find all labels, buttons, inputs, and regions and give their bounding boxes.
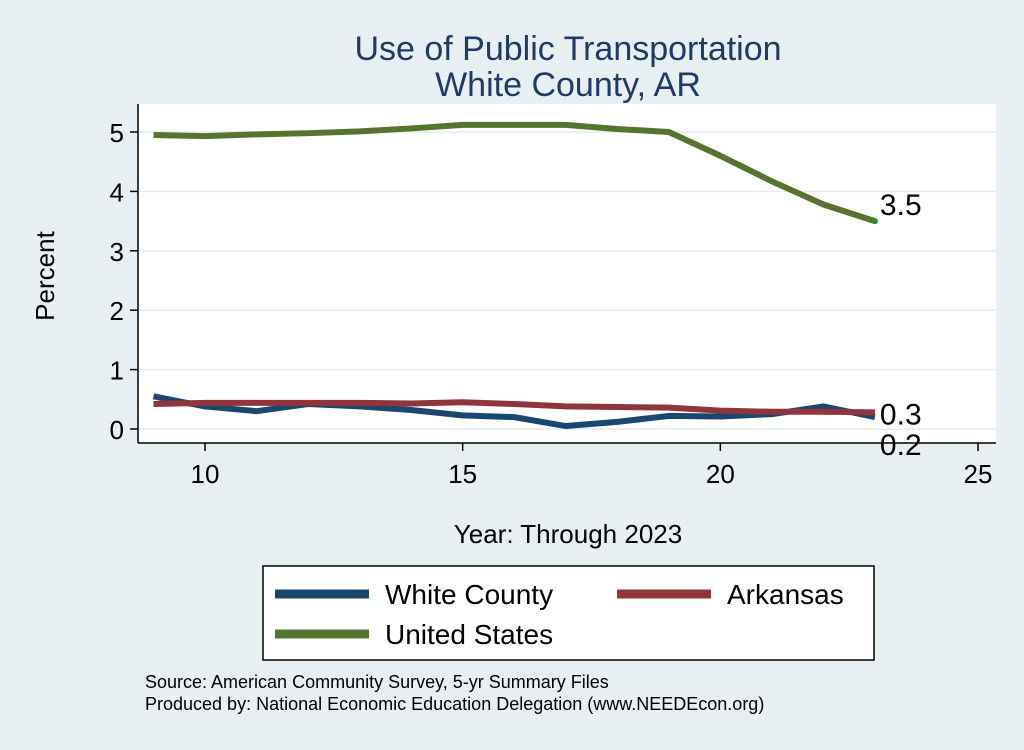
series-line-white-county <box>152 393 876 430</box>
series-line-united-states <box>153 121 876 224</box>
y-tick-label: 1 <box>110 356 124 386</box>
source-note: Source: American Community Survey, 5-yr … <box>145 672 609 692</box>
legend-label: Arkansas <box>727 579 844 610</box>
chart-title: Use of Public Transportation <box>354 30 781 68</box>
y-axis-label: Percent <box>30 230 60 320</box>
y-tick-label: 3 <box>110 237 124 267</box>
legend-entries: White County Arkansas United States <box>275 579 844 650</box>
end-label: 0.2 <box>880 429 922 462</box>
x-tick-label: 15 <box>448 459 477 489</box>
x-tick-label: 10 <box>191 459 220 489</box>
y-tick-label: 2 <box>110 296 124 326</box>
end-labels: 3.5 0.30.2 <box>871 189 922 462</box>
y-tick-label: 0 <box>110 415 124 445</box>
legend-label: United States <box>385 619 553 650</box>
legend-label: White County <box>385 579 553 610</box>
y-tick-label: 5 <box>110 118 124 148</box>
plot-area <box>138 104 996 443</box>
legend: White County Arkansas United States <box>262 565 875 661</box>
series-line-arkansas <box>153 399 875 416</box>
series-lines <box>152 121 876 430</box>
legend-box <box>262 565 875 661</box>
chart-subtitle: White County, AR <box>435 66 701 104</box>
end-marker <box>871 218 878 225</box>
producer-note: Produced by: National Economic Education… <box>145 694 764 714</box>
axes: 0 1 2 3 4 5 10 15 20 25 <box>110 104 996 489</box>
x-tick-label: 25 <box>964 459 993 489</box>
y-tick-label: 4 <box>110 177 124 207</box>
x-axis-label: Year: Through 2023 <box>454 519 682 549</box>
x-tick-label: 20 <box>706 459 735 489</box>
end-label: 3.5 <box>880 189 922 222</box>
end-label: 0.3 <box>880 398 922 431</box>
